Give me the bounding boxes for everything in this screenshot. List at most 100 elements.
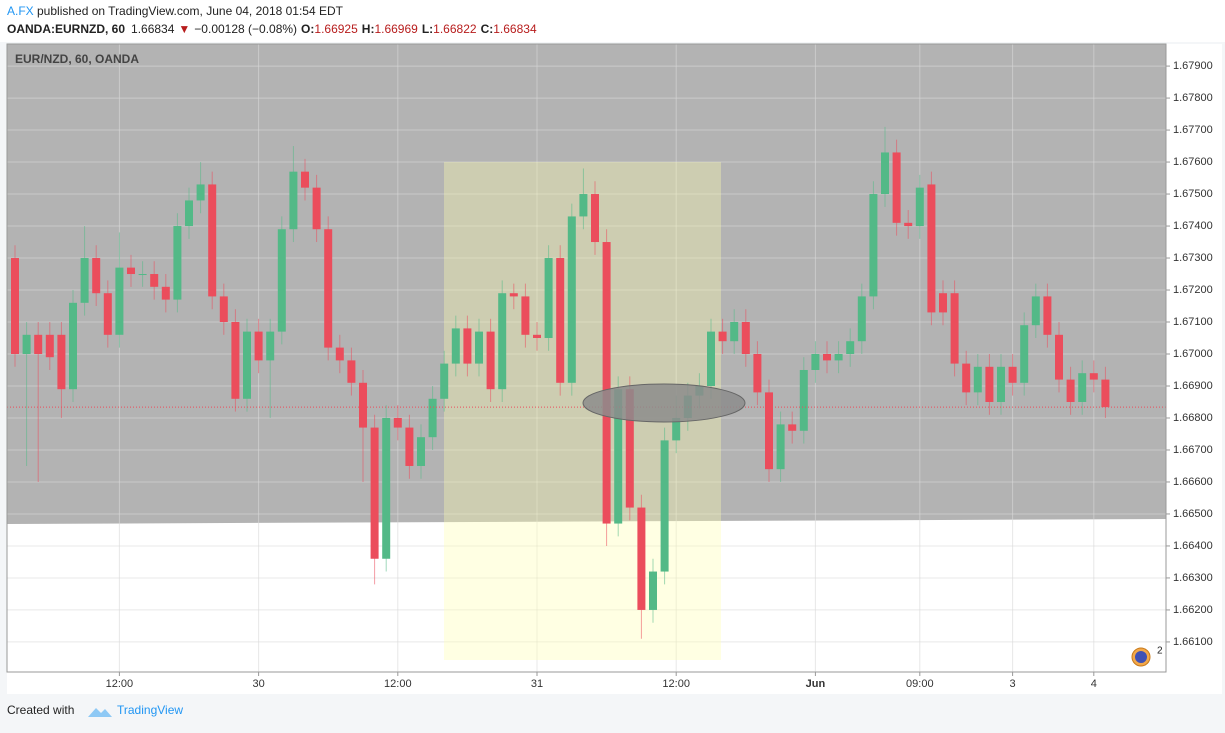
x-tick-label: 4 [1091, 678, 1097, 690]
change: −0.00128 (−0.08%) [194, 22, 297, 36]
header-bg [0, 0, 1225, 42]
candle-body [927, 184, 936, 313]
o: 1.66925 [314, 22, 358, 36]
y-tick-label: 1.66500 [1173, 508, 1213, 520]
candle-body [544, 258, 553, 339]
candle-body [359, 382, 367, 428]
candle-body [475, 331, 483, 364]
c: 1.66834 [493, 22, 537, 36]
y-tick-label: 1.66100 [1173, 636, 1213, 648]
y-tick-label: 1.67700 [1173, 124, 1213, 136]
y-tick-label: 1.66300 [1173, 572, 1213, 584]
candle-body [915, 187, 924, 227]
x-tick-label: 12:00 [662, 678, 690, 690]
candle-body [1008, 366, 1017, 383]
candle-body [997, 366, 1005, 402]
candle-body [614, 389, 623, 524]
plot-frame [6, 43, 1167, 673]
candle-body [1078, 373, 1087, 402]
candle-body [939, 293, 947, 313]
candle-body [486, 331, 495, 390]
y-tick-label: 1.66900 [1173, 380, 1213, 392]
x-tick-label: 3 [1010, 678, 1016, 690]
candle-body [637, 507, 646, 610]
candle-body [707, 331, 715, 386]
published: published on TradingView.com, June 04, 2… [34, 4, 344, 18]
candle-body [533, 334, 541, 339]
h: 1.66969 [374, 22, 418, 36]
shaded-zone [7, 44, 1166, 524]
y-tick-label: 1.67000 [1173, 348, 1213, 360]
candle-body [892, 152, 901, 223]
x-tick-label: 09:00 [906, 678, 934, 690]
candle-body [985, 366, 994, 402]
candle-body [115, 267, 124, 335]
candle-body [103, 293, 112, 335]
candle-body [521, 296, 530, 335]
badge-icon-inner [1135, 651, 1147, 663]
candle-body [11, 258, 19, 355]
candle-body [1055, 334, 1063, 380]
y-tick-label: 1.66800 [1173, 412, 1213, 424]
candle-body [567, 216, 576, 383]
candle-body [811, 354, 820, 370]
y-tick-label: 1.66200 [1173, 604, 1213, 616]
candle-body [846, 341, 855, 355]
candle-body [393, 417, 402, 428]
y-tick-label: 1.66700 [1173, 444, 1213, 456]
candle-body [765, 392, 773, 470]
candle-body [1031, 296, 1040, 326]
header-line2: OANDA:EURNZD, 60 1.66834 ▼ −0.00128 (−0.08%… [7, 22, 537, 36]
candle-body [869, 194, 878, 297]
time-axis-bg [7, 672, 1222, 694]
x-tick-label: Jun [806, 678, 826, 690]
candle-body [57, 334, 66, 390]
candle-body [208, 184, 217, 297]
candle-body [417, 437, 425, 466]
candle-body [973, 366, 982, 393]
x-tick-label: 30 [252, 678, 264, 690]
candle-body [1043, 296, 1052, 335]
candle-body [312, 187, 321, 230]
ellipse-drawing [582, 383, 746, 423]
candle-body [347, 360, 356, 383]
y-tick-label: 1.67200 [1173, 284, 1213, 296]
candle-body [405, 427, 414, 466]
candle-body [799, 369, 808, 431]
h-label: H: [362, 22, 375, 36]
candle-body [672, 417, 681, 441]
candle-body [440, 363, 449, 399]
candle-body [718, 331, 727, 342]
candle-body [196, 184, 205, 201]
candle-body [649, 571, 657, 610]
candle-body [22, 334, 31, 355]
footer-text: Created with [7, 703, 74, 717]
candle-body [231, 322, 240, 399]
candle-body [1101, 379, 1110, 408]
candle-body [277, 229, 286, 332]
l: 1.66822 [433, 22, 477, 36]
chart-title: EUR/NZD, 60, OANDA [15, 52, 139, 66]
c-label: C: [481, 22, 494, 36]
symbol: OANDA:EURNZD, 60 [7, 22, 125, 36]
candle-body [660, 440, 669, 572]
candle-body [1089, 373, 1098, 380]
candle-body [904, 222, 913, 227]
publisher: A.FX [7, 4, 34, 18]
x-tick-label: 12:00 [106, 678, 134, 690]
y-tick-label: 1.67400 [1173, 220, 1213, 232]
header-line1: A.FX published on TradingView.com, June … [7, 4, 344, 18]
y-tick-label: 1.66600 [1173, 476, 1213, 488]
candle-body [185, 200, 193, 227]
candle-body [382, 417, 391, 559]
candle-body [753, 354, 762, 393]
candle-body [266, 331, 275, 361]
candle-body [591, 194, 599, 243]
candle-body [1066, 379, 1075, 402]
candle-body [34, 334, 43, 355]
candle-body [463, 328, 472, 364]
candle-body [950, 293, 959, 364]
y-tick-label: 1.67500 [1173, 188, 1213, 200]
candle-body [857, 296, 866, 342]
